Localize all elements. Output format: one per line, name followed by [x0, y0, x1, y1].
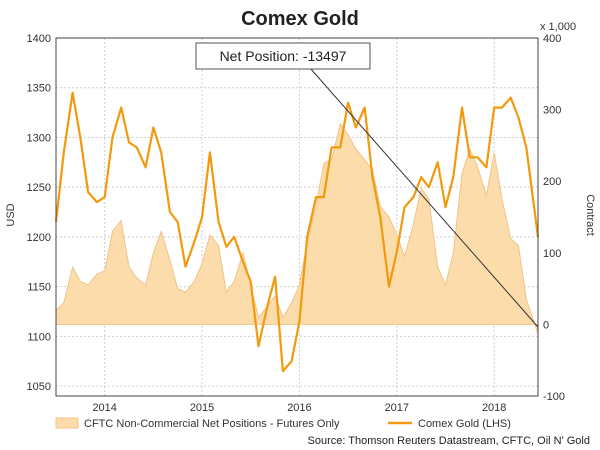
right-tick-label: 0: [543, 319, 549, 331]
right-tick-label: 100: [543, 248, 561, 260]
right-tick-label: 200: [543, 176, 561, 188]
gold-line-layer: [54, 91, 540, 373]
annotation: Net Position: -13497: [195, 42, 539, 328]
right-axis-label: Contract: [584, 194, 596, 236]
left-axis-label: USD: [5, 203, 17, 226]
left-tick-label: 1200: [27, 232, 51, 244]
net-position-area: [55, 122, 539, 334]
legend-swatch-net-position: [55, 417, 79, 429]
left-tick-label: 1150: [27, 282, 51, 294]
net-position-area-layer: [55, 122, 539, 334]
legend-label-net-position: CFTC Non-Commercial Net Positions - Futu…: [84, 418, 340, 430]
x-tick-label: 2016: [287, 402, 311, 414]
right-tick-label: 300: [543, 105, 561, 117]
annotation-text: Net Position: -13497: [220, 48, 347, 64]
x-axis-ticks: 2014 2015 2016 2017 2018: [92, 402, 506, 414]
left-tick-label: 1250: [27, 182, 51, 194]
chart-title: Comex Gold: [241, 8, 359, 30]
annotation-leader-line: [302, 59, 539, 328]
left-tick-label: 1350: [27, 83, 51, 95]
x-tick-label: 2017: [385, 402, 409, 414]
right-axis-ticks: -100 0 100 200 300 400: [543, 33, 565, 403]
gold-price-line: [54, 91, 540, 373]
legend-label-gold: Comex Gold (LHS): [418, 418, 511, 430]
right-tick-label: 400: [543, 33, 561, 45]
right-axis-unit-note: x 1,000: [540, 21, 576, 33]
left-axis-ticks: 1050 1100 1150 1200 1250 1300 1350 1400: [27, 33, 51, 393]
x-tick-label: 2014: [92, 402, 116, 414]
left-tick-label: 1050: [27, 381, 51, 393]
x-tick-label: 2015: [190, 402, 214, 414]
source-note: Source: Thomson Reuters Datastream, CFTC…: [308, 435, 591, 447]
plot-frame: [55, 37, 539, 397]
legend: CFTC Non-Commercial Net Positions - Futu…: [55, 417, 511, 430]
left-tick-label: 1300: [27, 132, 51, 144]
left-tick-label: 1400: [27, 33, 51, 45]
right-tick-label: -100: [543, 391, 565, 403]
annotation-box: [195, 42, 371, 70]
x-tick-label: 2018: [482, 402, 506, 414]
left-tick-label: 1100: [27, 331, 51, 343]
